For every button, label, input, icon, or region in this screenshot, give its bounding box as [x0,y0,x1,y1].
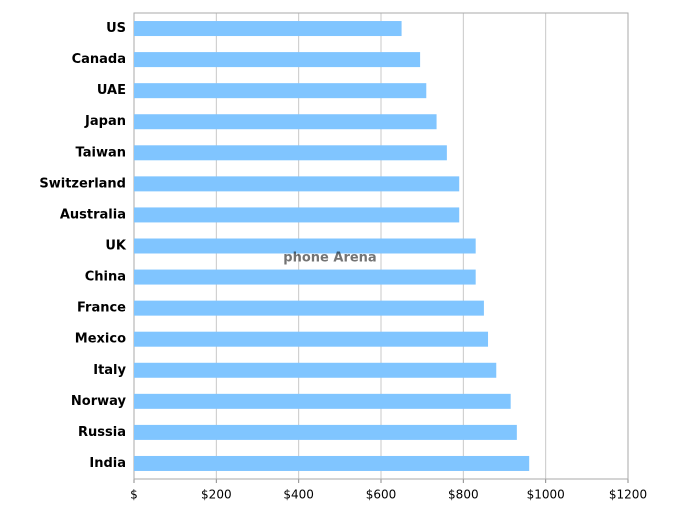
y-tick-label: Mexico [75,332,126,347]
y-tick-label: Russia [78,425,126,440]
bar [134,207,460,223]
bar [134,114,437,130]
y-tick-label: France [77,301,126,316]
bar [134,393,511,409]
y-tick-label: Switzerland [39,176,126,191]
y-tick-label: US [106,21,126,36]
y-tick-label: Canada [72,52,126,67]
x-tick-label: $800 [448,488,479,502]
y-tick-label: UK [105,239,127,254]
bar [134,362,497,378]
y-tick-label: Japan [84,114,126,129]
y-tick-label: Norway [71,394,127,409]
y-tick-label: China [85,270,126,285]
x-tick-label: $600 [366,488,397,502]
bar [134,424,517,440]
y-tick-label: Australia [60,207,126,222]
y-tick-label: Taiwan [76,145,126,160]
bar [134,52,421,68]
bar [134,269,476,285]
bar [134,455,530,471]
bar [134,238,476,254]
x-tick-label: $1200 [609,488,647,502]
y-tick-label: India [89,456,126,471]
bar [134,331,489,347]
x-tick-label: $400 [283,488,314,502]
x-tick-label: $ [130,488,138,502]
x-tick-label: $1000 [527,488,565,502]
bar [134,145,447,161]
x-tick-label: $200 [201,488,232,502]
y-tick-label: UAE [97,83,126,98]
bar [134,21,402,37]
bar [134,176,460,192]
bar [134,300,484,316]
y-tick-label: Italy [93,363,126,378]
bar [134,83,427,99]
watermark: phone Arena [283,251,376,266]
